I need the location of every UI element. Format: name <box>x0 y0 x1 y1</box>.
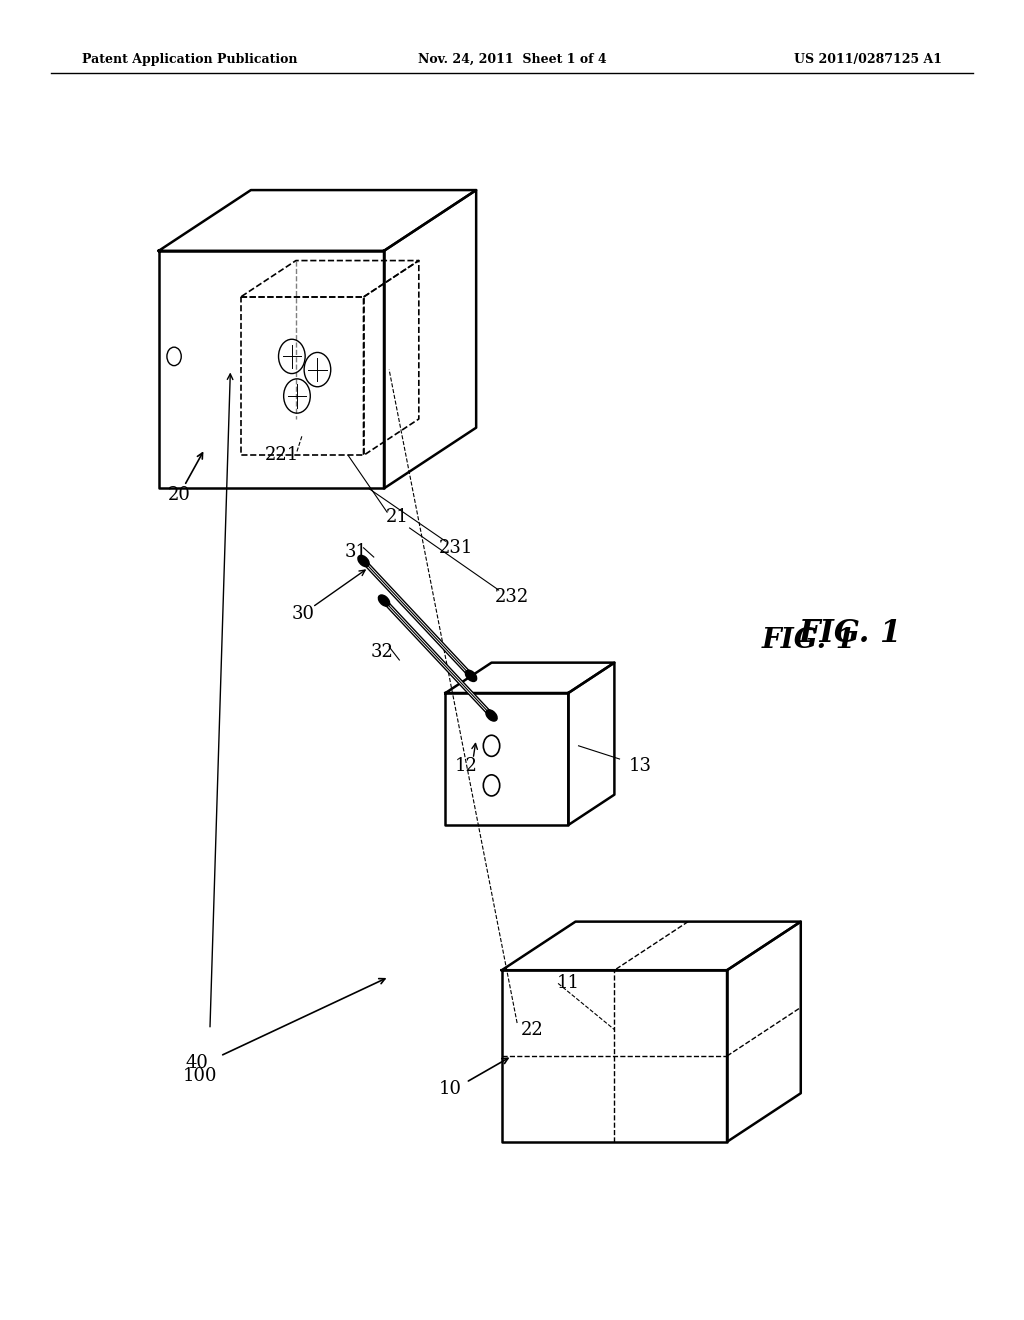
Text: US 2011/0287125 A1: US 2011/0287125 A1 <box>794 53 942 66</box>
Ellipse shape <box>466 671 476 681</box>
Ellipse shape <box>379 595 389 606</box>
Text: 21: 21 <box>386 508 409 527</box>
Text: 22: 22 <box>521 1020 544 1039</box>
Text: 30: 30 <box>292 605 314 623</box>
Text: 32: 32 <box>371 643 393 661</box>
Text: 221: 221 <box>264 446 299 465</box>
Text: Nov. 24, 2011  Sheet 1 of 4: Nov. 24, 2011 Sheet 1 of 4 <box>418 53 606 66</box>
Text: 31: 31 <box>345 543 368 561</box>
Text: 100: 100 <box>182 1067 217 1085</box>
Text: 231: 231 <box>438 539 473 557</box>
Ellipse shape <box>486 710 497 721</box>
Text: 232: 232 <box>495 587 529 606</box>
Text: FIG. 1: FIG. 1 <box>762 627 856 653</box>
Text: FIG. 1: FIG. 1 <box>799 618 902 649</box>
Text: 12: 12 <box>455 756 477 775</box>
Text: 10: 10 <box>439 1080 462 1098</box>
Text: 13: 13 <box>629 756 651 775</box>
Ellipse shape <box>358 556 369 566</box>
Text: 11: 11 <box>557 974 580 993</box>
Text: 40: 40 <box>185 1053 208 1072</box>
Text: 20: 20 <box>168 486 190 504</box>
Text: Patent Application Publication: Patent Application Publication <box>82 53 297 66</box>
